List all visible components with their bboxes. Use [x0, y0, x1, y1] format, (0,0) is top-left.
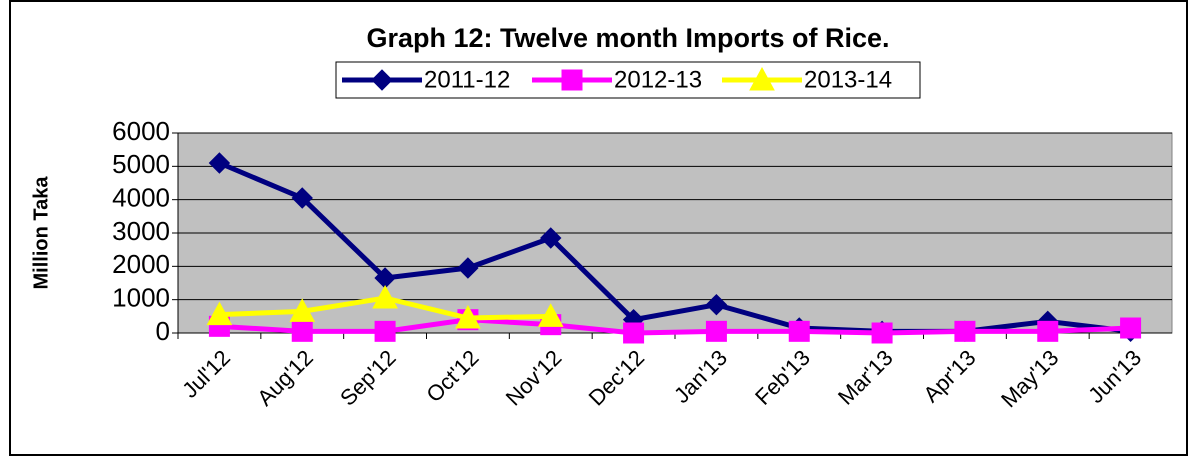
data-point — [871, 322, 893, 344]
chart-title: Graph 12: Twelve month Imports of Rice. — [366, 23, 889, 53]
y-tick-label: 5000 — [112, 149, 170, 179]
y-tick-label: 4000 — [112, 183, 170, 213]
legend-marker — [749, 66, 775, 91]
data-point — [291, 187, 313, 209]
y-tick-label: 0 — [156, 316, 170, 346]
data-point — [1120, 317, 1142, 339]
data-point — [206, 301, 233, 326]
data-point — [540, 227, 562, 249]
data-point — [537, 303, 564, 327]
y-tick-label: 2000 — [112, 249, 170, 279]
y-tick-label: 6000 — [112, 116, 170, 146]
data-point — [788, 320, 810, 342]
legend-box — [335, 61, 921, 99]
data-point — [372, 284, 398, 309]
data-point — [954, 320, 976, 342]
y-tick-label: 1000 — [112, 283, 170, 313]
data-point — [1037, 320, 1059, 342]
series-line — [219, 317, 1131, 336]
y-axis-label: Million Taka — [30, 176, 52, 290]
data-point — [374, 320, 396, 342]
data-point — [455, 304, 481, 329]
legend-label: 2011-12 — [424, 66, 510, 93]
data-point — [623, 322, 645, 344]
data-point — [705, 320, 727, 342]
data-point — [208, 152, 231, 174]
legend-label: 2012-13 — [614, 66, 702, 93]
data-point — [457, 257, 479, 279]
data-point — [291, 320, 313, 342]
data-point — [705, 293, 728, 316]
legend-marker — [561, 69, 583, 91]
data-point — [289, 298, 316, 322]
y-tick-label: 3000 — [112, 216, 170, 246]
legend-marker — [371, 69, 393, 91]
legend-label: 2013-14 — [804, 66, 892, 93]
